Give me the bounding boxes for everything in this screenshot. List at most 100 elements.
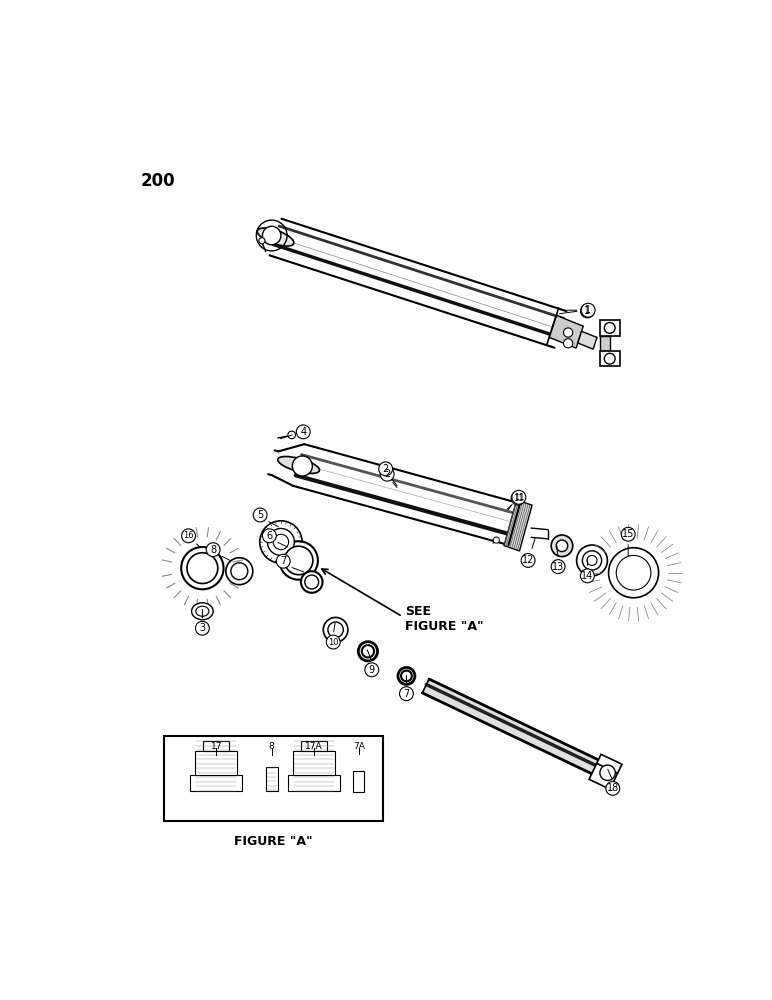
Text: 11: 11 — [513, 493, 524, 502]
Ellipse shape — [362, 645, 374, 657]
Ellipse shape — [401, 671, 411, 681]
Ellipse shape — [196, 606, 209, 616]
Bar — [203, 741, 229, 751]
Circle shape — [296, 425, 310, 439]
Text: 7: 7 — [403, 689, 410, 699]
Text: 6: 6 — [266, 531, 273, 541]
Polygon shape — [269, 219, 567, 348]
Ellipse shape — [608, 548, 659, 598]
Circle shape — [521, 554, 535, 567]
Circle shape — [512, 490, 526, 504]
Circle shape — [621, 527, 635, 541]
Polygon shape — [597, 754, 622, 773]
Text: 1: 1 — [584, 306, 591, 316]
Text: 14: 14 — [581, 571, 594, 581]
Ellipse shape — [358, 642, 378, 661]
Text: 15: 15 — [622, 529, 635, 539]
Polygon shape — [504, 500, 532, 551]
Text: 9: 9 — [369, 665, 375, 675]
Text: 17: 17 — [211, 742, 222, 751]
Ellipse shape — [231, 563, 248, 580]
Circle shape — [604, 323, 615, 333]
Circle shape — [253, 508, 267, 522]
Text: 8: 8 — [210, 545, 216, 555]
Text: 2: 2 — [384, 469, 391, 479]
Circle shape — [493, 537, 499, 543]
Text: 200: 200 — [141, 172, 175, 190]
Circle shape — [195, 621, 209, 635]
Bar — [190, 774, 242, 791]
Polygon shape — [577, 331, 597, 349]
Circle shape — [365, 663, 379, 677]
Bar — [266, 767, 278, 791]
Circle shape — [581, 303, 595, 317]
Circle shape — [259, 238, 265, 244]
Ellipse shape — [398, 667, 415, 684]
Text: 8: 8 — [269, 742, 275, 751]
Ellipse shape — [187, 553, 218, 584]
Polygon shape — [293, 444, 520, 545]
Text: 2: 2 — [382, 464, 389, 474]
Text: 5: 5 — [257, 510, 263, 520]
Circle shape — [262, 226, 281, 245]
Text: 7A: 7A — [353, 742, 364, 751]
Text: 12: 12 — [522, 555, 534, 565]
Ellipse shape — [305, 575, 319, 589]
Circle shape — [581, 304, 594, 318]
Bar — [288, 774, 340, 791]
Ellipse shape — [587, 555, 597, 565]
Ellipse shape — [284, 546, 313, 575]
Bar — [353, 771, 364, 792]
Circle shape — [399, 687, 413, 701]
Circle shape — [327, 635, 340, 649]
Circle shape — [206, 543, 220, 557]
Text: 7: 7 — [280, 556, 286, 566]
Text: SEE
FIGURE "A": SEE FIGURE "A" — [405, 605, 483, 633]
Polygon shape — [589, 763, 618, 789]
Ellipse shape — [267, 528, 294, 555]
Ellipse shape — [328, 622, 344, 637]
Bar — [164, 736, 384, 821]
Bar — [293, 751, 335, 774]
Ellipse shape — [278, 456, 320, 473]
Circle shape — [564, 339, 573, 348]
Text: FIGURE "A": FIGURE "A" — [234, 835, 313, 848]
Text: 11: 11 — [513, 494, 523, 503]
Circle shape — [564, 328, 573, 337]
Ellipse shape — [551, 535, 573, 557]
Ellipse shape — [273, 534, 289, 550]
Text: 10: 10 — [328, 638, 339, 647]
Ellipse shape — [257, 228, 294, 246]
Text: 18: 18 — [607, 783, 619, 793]
Circle shape — [604, 353, 615, 364]
Bar — [195, 751, 237, 774]
Circle shape — [379, 462, 393, 476]
Polygon shape — [549, 315, 583, 348]
Ellipse shape — [279, 541, 318, 580]
Circle shape — [293, 456, 313, 476]
Ellipse shape — [323, 617, 348, 642]
Ellipse shape — [301, 571, 323, 593]
Polygon shape — [422, 679, 598, 774]
Text: 3: 3 — [199, 623, 205, 633]
Ellipse shape — [616, 555, 651, 590]
Circle shape — [181, 529, 195, 543]
Bar — [301, 741, 327, 751]
Circle shape — [600, 765, 615, 780]
Circle shape — [606, 781, 620, 795]
Text: 17A: 17A — [305, 742, 323, 751]
Circle shape — [551, 560, 565, 574]
Circle shape — [288, 431, 296, 439]
Ellipse shape — [181, 547, 224, 589]
Text: 13: 13 — [552, 562, 564, 572]
Bar — [601, 336, 610, 351]
Ellipse shape — [259, 521, 302, 563]
Circle shape — [276, 554, 290, 568]
Circle shape — [262, 529, 276, 543]
Bar — [601, 320, 620, 336]
Text: 4: 4 — [300, 427, 306, 437]
Ellipse shape — [582, 551, 601, 570]
Text: 16: 16 — [183, 531, 194, 540]
Circle shape — [381, 467, 394, 481]
Bar — [601, 351, 620, 366]
